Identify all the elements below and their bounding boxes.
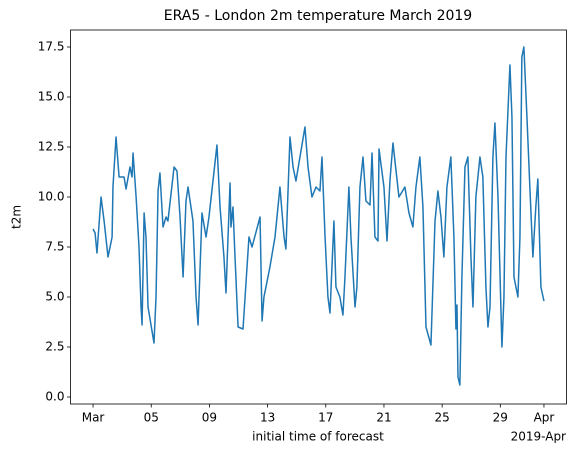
x-tick-label: 17 xyxy=(318,411,333,425)
x-tick-label: 09 xyxy=(202,411,217,425)
y-tick-label: 5.0 xyxy=(45,290,64,304)
y-tick-label: 0.0 xyxy=(45,390,64,404)
x-tick-label: 29 xyxy=(493,411,508,425)
x-tick-label: Mar xyxy=(82,411,105,425)
y-tick-label: 7.5 xyxy=(45,240,64,254)
chart-title: ERA5 - London 2m temperature March 2019 xyxy=(164,8,472,24)
y-tick-label: 12.5 xyxy=(38,140,65,154)
x-tick-label: Apr xyxy=(534,411,555,425)
x-tick-label: 05 xyxy=(144,411,159,425)
x-tick-label: 13 xyxy=(260,411,275,425)
x-tick-label: 25 xyxy=(434,411,449,425)
y-tick-label: 2.5 xyxy=(45,340,64,354)
y-axis-label: t2m xyxy=(10,205,24,229)
y-tick-label: 10.0 xyxy=(38,190,65,204)
axes-frame xyxy=(70,29,567,405)
x-offset-label: 2019-Apr xyxy=(511,430,566,444)
data-line xyxy=(92,46,545,386)
y-tick-label: 17.5 xyxy=(38,40,65,54)
x-tick-label: 21 xyxy=(376,411,391,425)
y-tick-label: 15.0 xyxy=(38,90,65,104)
x-axis-label: initial time of forecast xyxy=(252,430,384,444)
